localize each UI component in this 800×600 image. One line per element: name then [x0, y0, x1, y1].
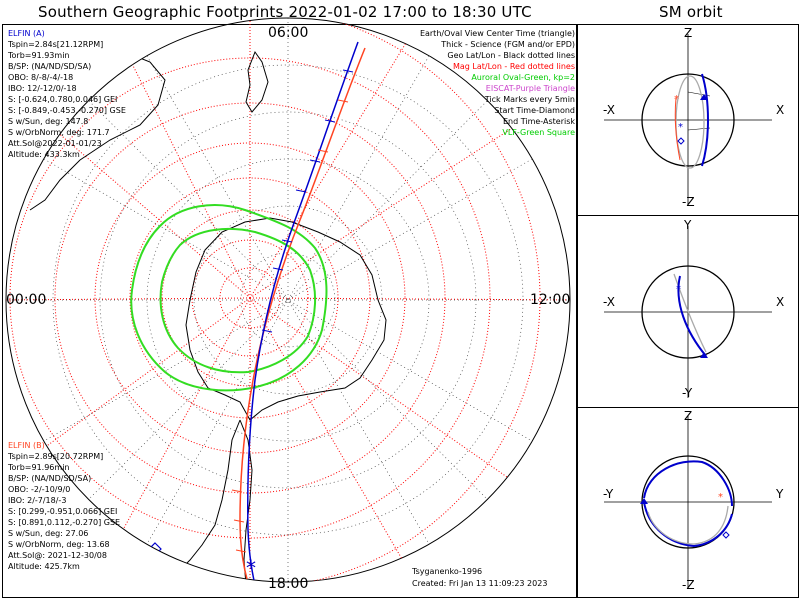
legend-item: EISCAT-Purple Triangle [485, 84, 575, 93]
elfin-b-line: Altitude: 425.7km [8, 562, 80, 571]
new-zealand-outline [245, 50, 269, 113]
p1-bottom: -Z [682, 195, 695, 209]
orbit-svg: * * * * [604, 34, 772, 588]
svg-text:*: * [674, 94, 679, 105]
elfin-b-line: Torb=91.96min [8, 463, 70, 472]
p1-left: -X [603, 103, 615, 117]
legend-item: VLF-Green Square [502, 128, 575, 137]
p2-right: X [776, 295, 785, 309]
p3-left: -Y [603, 487, 614, 501]
svg-text:*: * [676, 284, 681, 295]
elfin-b-line: S: [0.891,0.112,-0.270] GSE [8, 518, 121, 527]
legend-item: Start Time-Diamond [494, 106, 575, 115]
p3-right: Y [776, 487, 784, 501]
orbit-panel-2-drawing: * [604, 226, 772, 398]
p2-top: Y [684, 218, 692, 232]
elfin-b-line: S w/Sun, deg: 27.06 [8, 529, 89, 538]
map-frame [2, 24, 577, 598]
legend-item: End Time-Asterisk [502, 117, 575, 126]
elfin-a-line: Att.Sol@2022-01-01/23 [8, 139, 102, 148]
elfin-b-ticks [231, 99, 349, 553]
elfin-b-line: S w/OrbNorm, deg: 13.68 [8, 540, 110, 549]
end-asterisk: * [246, 556, 256, 580]
auroral-oval-inner [159, 227, 317, 374]
elfin-b-line: IBO: 2/-7/18/-3 [8, 496, 67, 505]
p3-bottom: -Z [682, 578, 695, 592]
elfin-a-line: OBO: 8/-8/-4/-18 [8, 73, 74, 82]
elfin-b-line: OBO: -2/-10/9/0 [8, 485, 71, 494]
legend-item: Geo Lat/Lon - Black dotted lines [447, 51, 575, 60]
elfin-a-line: B/SP: (NA/ND/SD/SA) [8, 62, 92, 71]
south-america-outline [159, 419, 253, 582]
legend-item: Mag Lat/Lon - Red dotted lines [452, 62, 575, 71]
orbit-panel-3-drawing: * [604, 416, 772, 588]
legend-item: Auroral Oval-Green, kp=2 [471, 73, 575, 82]
orbit-panel-yz [577, 407, 799, 598]
elfin-a-ticks [261, 69, 354, 333]
elfin-b-line: B/SP: (NA/ND/SD/SA) [8, 474, 92, 483]
plot-title: Southern Geographic Footprints 2022-01-0… [38, 3, 532, 21]
elfin-a-track [247, 41, 359, 582]
elfin-a-line: Torb=91.93min [8, 51, 70, 60]
p3-top: Z [684, 409, 693, 423]
elfin-a-line: S: [-0.849,-0.453,-0.270] GSE [8, 106, 126, 115]
hour-bottom: 18:00 [268, 576, 309, 592]
elfin-b-line: S: [0.299,-0.951,0.066] GEI [8, 507, 118, 516]
orbit-title: SM orbit [659, 3, 723, 21]
legend-item: Earth/Oval View Center Time (triangle) [419, 29, 575, 38]
elfin-a-line: Tspin=2.84s[21.12RPM] [8, 40, 104, 49]
credit-author: Tsyganenko-1996 [412, 567, 483, 576]
antarctica-outline [185, 217, 387, 421]
hour-top: 06:00 [268, 25, 309, 41]
elfin-a-line: Altitude: 433.3km [8, 150, 80, 159]
elfin-a-line: S: [-0.624,0.780,0.046] GEI [8, 95, 118, 104]
elfin-a-info: ELFIN (A) Tspin=2.84s[21.12RPM] Torb=91.9… [8, 28, 126, 160]
hour-right: 12:00 [530, 292, 571, 308]
map-svg: * [5, 17, 571, 583]
legend-item: Thick - Science (FGM and/or EPD) [441, 40, 575, 49]
credit-created: Created: Fri Jan 13 11:09:23 2023 [412, 579, 548, 588]
p1-top: Z [684, 26, 693, 40]
elfin-b-name: ELFIN (B) [8, 441, 45, 450]
elfin-b-line: Tspin=2.89s[20.72RPM] [8, 452, 104, 461]
svg-text:*: * [718, 492, 723, 503]
p2-bottom: -Y [682, 386, 693, 400]
orbit-panel-1-drawing: * * [604, 34, 772, 206]
auroral-oval-outer [130, 204, 328, 392]
africa-outline [539, 419, 570, 501]
elfin-b-line: Att.Sol@: 2021-12-30/08 [8, 551, 107, 560]
elfin-a-line: S w/Sun, deg: 147.8 [8, 117, 89, 126]
hour-left: 00:00 [6, 292, 47, 308]
elfin-b-info: ELFIN (B) Tspin=2.89s[20.72RPM] Torb=91.9… [8, 440, 120, 572]
p2-left: -X [603, 295, 615, 309]
geo-grid [6, 18, 570, 582]
p1-right: X [776, 103, 785, 117]
elfin-a-name: ELFIN (A) [8, 29, 45, 38]
svg-text:*: * [678, 122, 683, 133]
legend: Earth/Oval View Center Time (triangle) Th… [372, 28, 575, 138]
elfin-a-line: IBO: 12/-12/0/-18 [8, 84, 77, 93]
legend-item: Tick Marks every 5min [484, 95, 575, 104]
elfin-a-line: S w/OrbNorm, deg: 171.7 [8, 128, 110, 137]
elfin-b-track [239, 47, 366, 582]
